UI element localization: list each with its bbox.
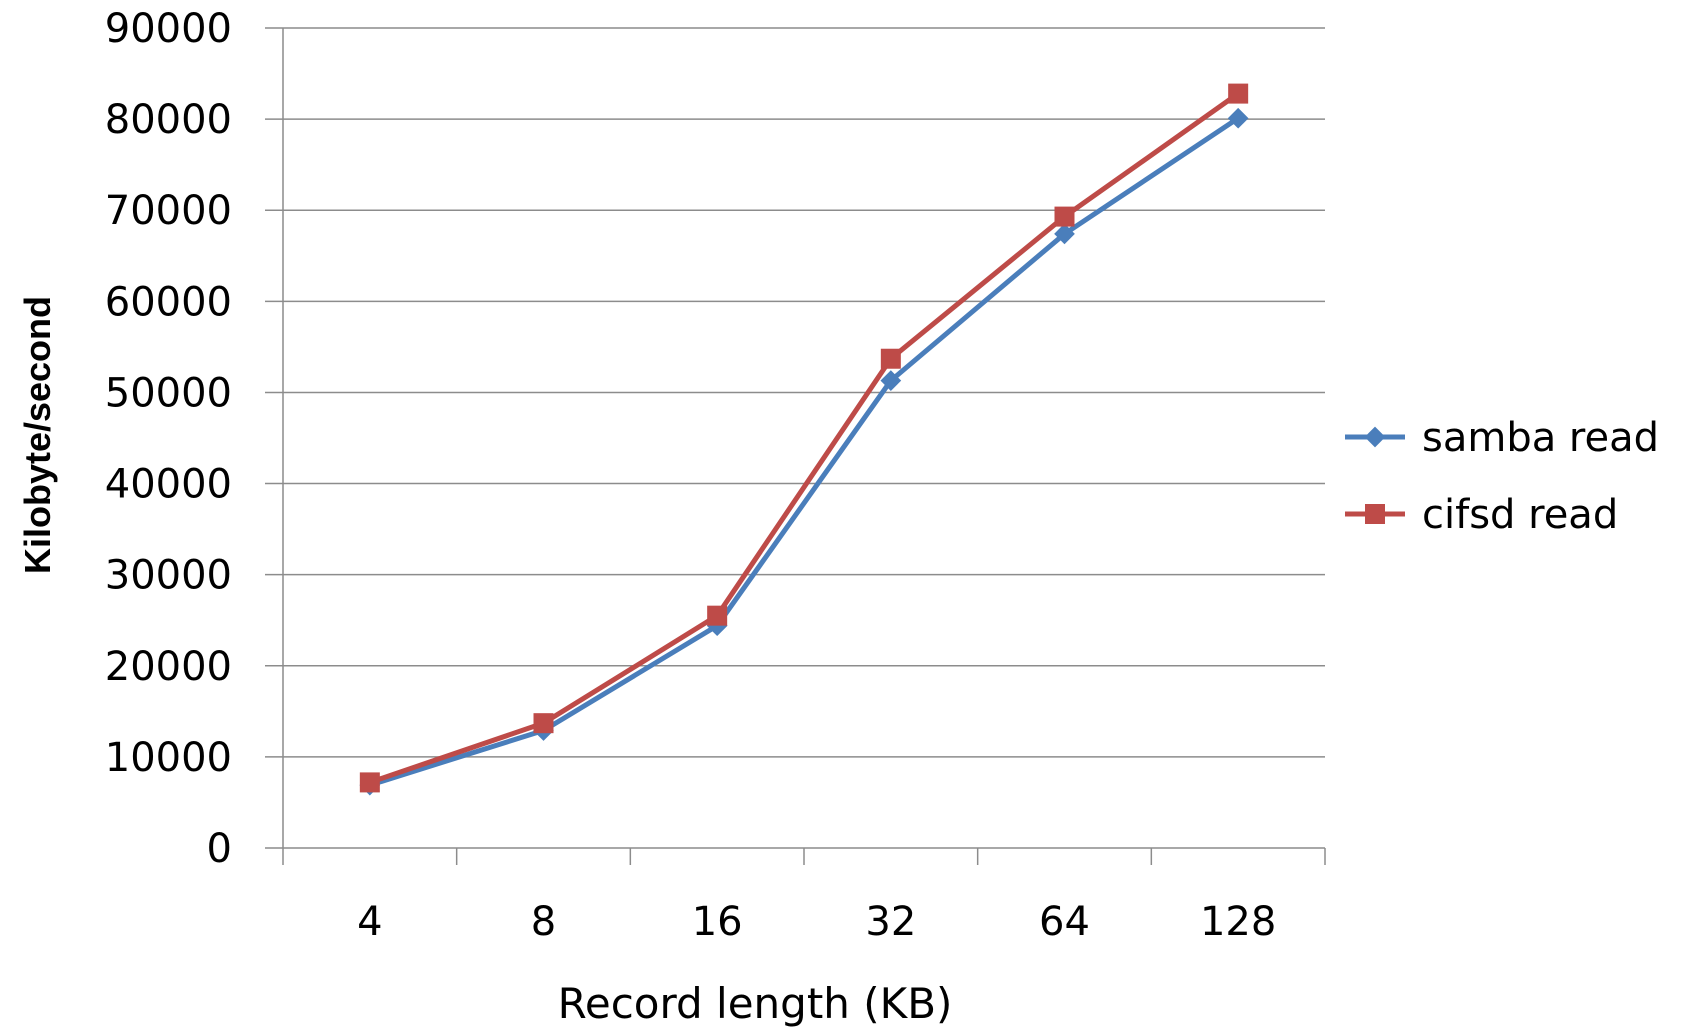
y-tick-labels: 0 10000 20000 30000 40000 50000 60000 70000 8000…	[105, 6, 232, 872]
data-point	[880, 348, 901, 369]
data-point	[880, 370, 902, 391]
legend: samba read cifsd read	[1345, 415, 1659, 538]
data-point	[1054, 206, 1075, 227]
series-line	[369, 91, 1240, 785]
x-tick-label: 128	[1200, 899, 1276, 945]
series-cifsd-read	[359, 83, 1249, 793]
legend-label: cifsd read	[1422, 492, 1618, 538]
data-point	[706, 615, 728, 637]
x-tick-label: 16	[692, 899, 743, 945]
y-tick-label: 20000	[105, 644, 232, 690]
series-line	[369, 116, 1240, 788]
y-tick-label: 50000	[105, 370, 232, 416]
x-tick-label: 8	[531, 899, 556, 945]
x-axis-title: Record length (KB)	[558, 979, 953, 1027]
legend-label: samba read	[1422, 415, 1659, 461]
data-point	[707, 605, 728, 626]
series-samba-read	[359, 107, 1249, 796]
grid-lines	[283, 27, 1325, 758]
x-tick-label: 64	[1039, 899, 1090, 945]
y-tick-label: 90000	[105, 6, 232, 52]
data-point	[533, 713, 554, 734]
y-tick-label: 30000	[105, 553, 232, 599]
y-axis-title: Kilobyte/second	[17, 296, 58, 574]
data-point	[1054, 223, 1075, 245]
x-tick-label: 32	[865, 899, 916, 945]
y-tick-label: 40000	[105, 462, 232, 508]
y-tick-label: 60000	[105, 279, 232, 325]
legend-entry: samba read	[1345, 415, 1659, 461]
y-tick-label: 80000	[105, 97, 232, 143]
y-tick-label: 10000	[105, 735, 232, 781]
data-point	[359, 772, 380, 793]
y-tick-label: 70000	[105, 188, 232, 234]
x-tick-label: 4	[357, 899, 382, 945]
legend-marker	[1365, 504, 1385, 524]
data-point	[1227, 107, 1249, 129]
legend-entry: cifsd read	[1345, 492, 1618, 538]
x-tick-labels: 4 8 16 32 64 128	[357, 899, 1276, 945]
axes	[265, 27, 1326, 865]
data-point	[1228, 83, 1249, 104]
legend-marker	[1364, 426, 1386, 448]
series-plot	[359, 83, 1249, 796]
y-tick-label: 0	[207, 826, 232, 872]
